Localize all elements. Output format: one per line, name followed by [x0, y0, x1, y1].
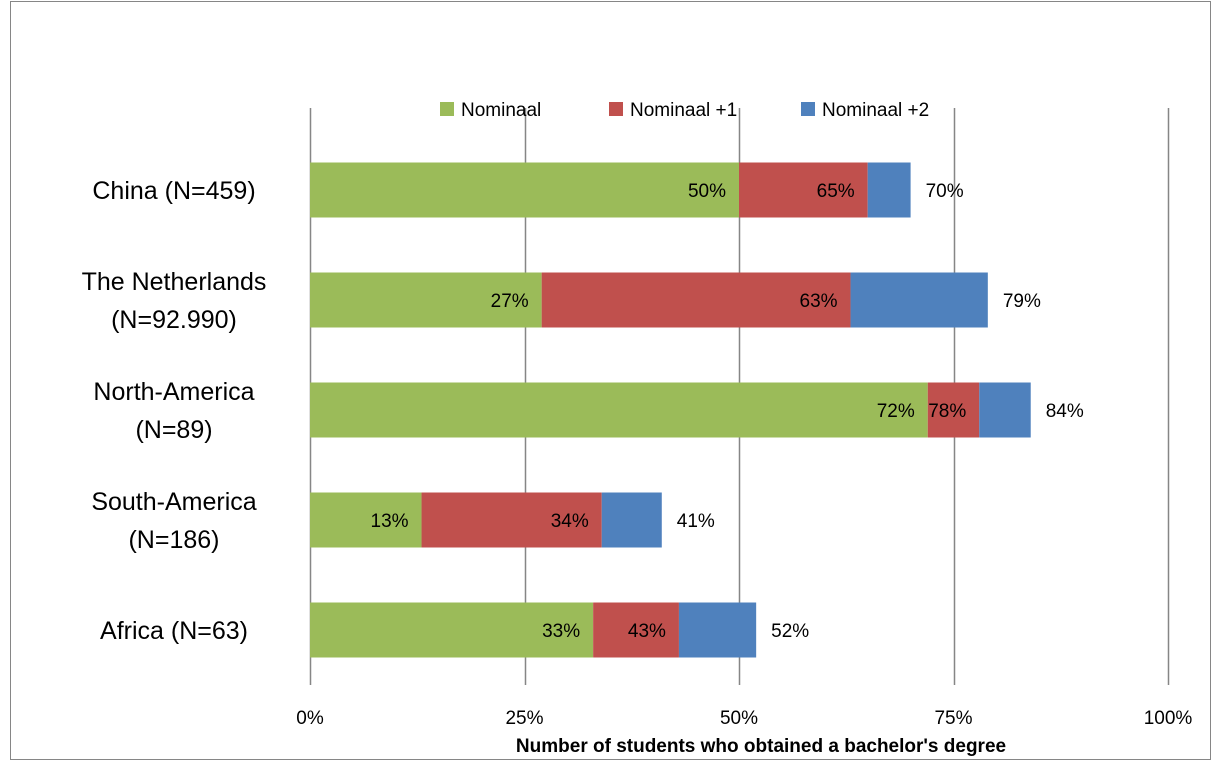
data-label: 27%: [491, 291, 529, 312]
data-label: 34%: [551, 511, 589, 532]
x-tick-label: 0%: [296, 708, 324, 729]
category-label: Africa (N=63): [100, 617, 248, 645]
legend-swatch: [609, 102, 623, 116]
category-label: South-America: [91, 488, 256, 516]
bar-segment: [979, 382, 1031, 438]
data-label: 13%: [371, 511, 409, 532]
data-label: 84%: [1046, 401, 1084, 422]
data-label: 63%: [800, 291, 838, 312]
legend-label: Nominaal +2: [822, 100, 929, 121]
bars: [310, 162, 1031, 658]
category-labels: China (N=459) The Netherlands (N=92.990) No…: [82, 177, 267, 645]
legend-swatch: [801, 102, 815, 116]
x-tick-label: 100%: [1144, 708, 1193, 729]
data-label: 79%: [1003, 291, 1041, 312]
bar-segment: [927, 382, 980, 438]
category-label: North-America: [93, 378, 254, 406]
data-label: 43%: [628, 621, 666, 642]
data-label: 52%: [771, 621, 809, 642]
category-label: China (N=459): [92, 177, 255, 205]
x-axis-title: Number of students who obtained a bachel…: [516, 736, 1006, 757]
bar-segment: [310, 602, 594, 658]
category-label: (N=186): [128, 526, 219, 554]
bar-segment: [541, 272, 851, 328]
data-label: 41%: [677, 511, 715, 532]
bar-segment: [678, 602, 757, 658]
bar-segment: [310, 272, 542, 328]
x-tick-labels: 0% 25% 50% 75% 100%: [296, 708, 1192, 729]
bar-segment: [421, 492, 602, 548]
data-label: 50%: [688, 181, 726, 202]
category-label: The Netherlands: [82, 268, 267, 296]
bar-segment: [310, 382, 928, 438]
data-label: 78%: [928, 401, 966, 422]
bar-segment: [310, 492, 422, 548]
x-tick-label: 25%: [505, 708, 543, 729]
bar-segment: [310, 162, 739, 218]
data-label: 33%: [542, 621, 580, 642]
category-label: (N=92.990): [111, 306, 237, 334]
legend-label: Nominaal: [461, 100, 541, 121]
category-label: (N=89): [135, 416, 212, 444]
x-tick-label: 75%: [934, 708, 972, 729]
legend-label: Nominaal +1: [630, 100, 737, 121]
bar-segment: [739, 162, 868, 218]
legend-swatch: [440, 102, 454, 116]
bar-segment: [850, 272, 988, 328]
data-labels: 50% 65% 70% 27% 63% 79% 72% 78% 84% 13% 34% 41% 33% 4…: [371, 181, 1084, 642]
legend: Nominaal Nominaal +1 Nominaal +2: [440, 100, 929, 121]
x-tick-label: 50%: [720, 708, 758, 729]
data-label: 65%: [817, 181, 855, 202]
data-label: 70%: [926, 181, 964, 202]
bar-segment: [867, 162, 911, 218]
bar-segment: [593, 602, 679, 658]
bar-segment: [601, 492, 662, 548]
data-label: 72%: [877, 401, 915, 422]
